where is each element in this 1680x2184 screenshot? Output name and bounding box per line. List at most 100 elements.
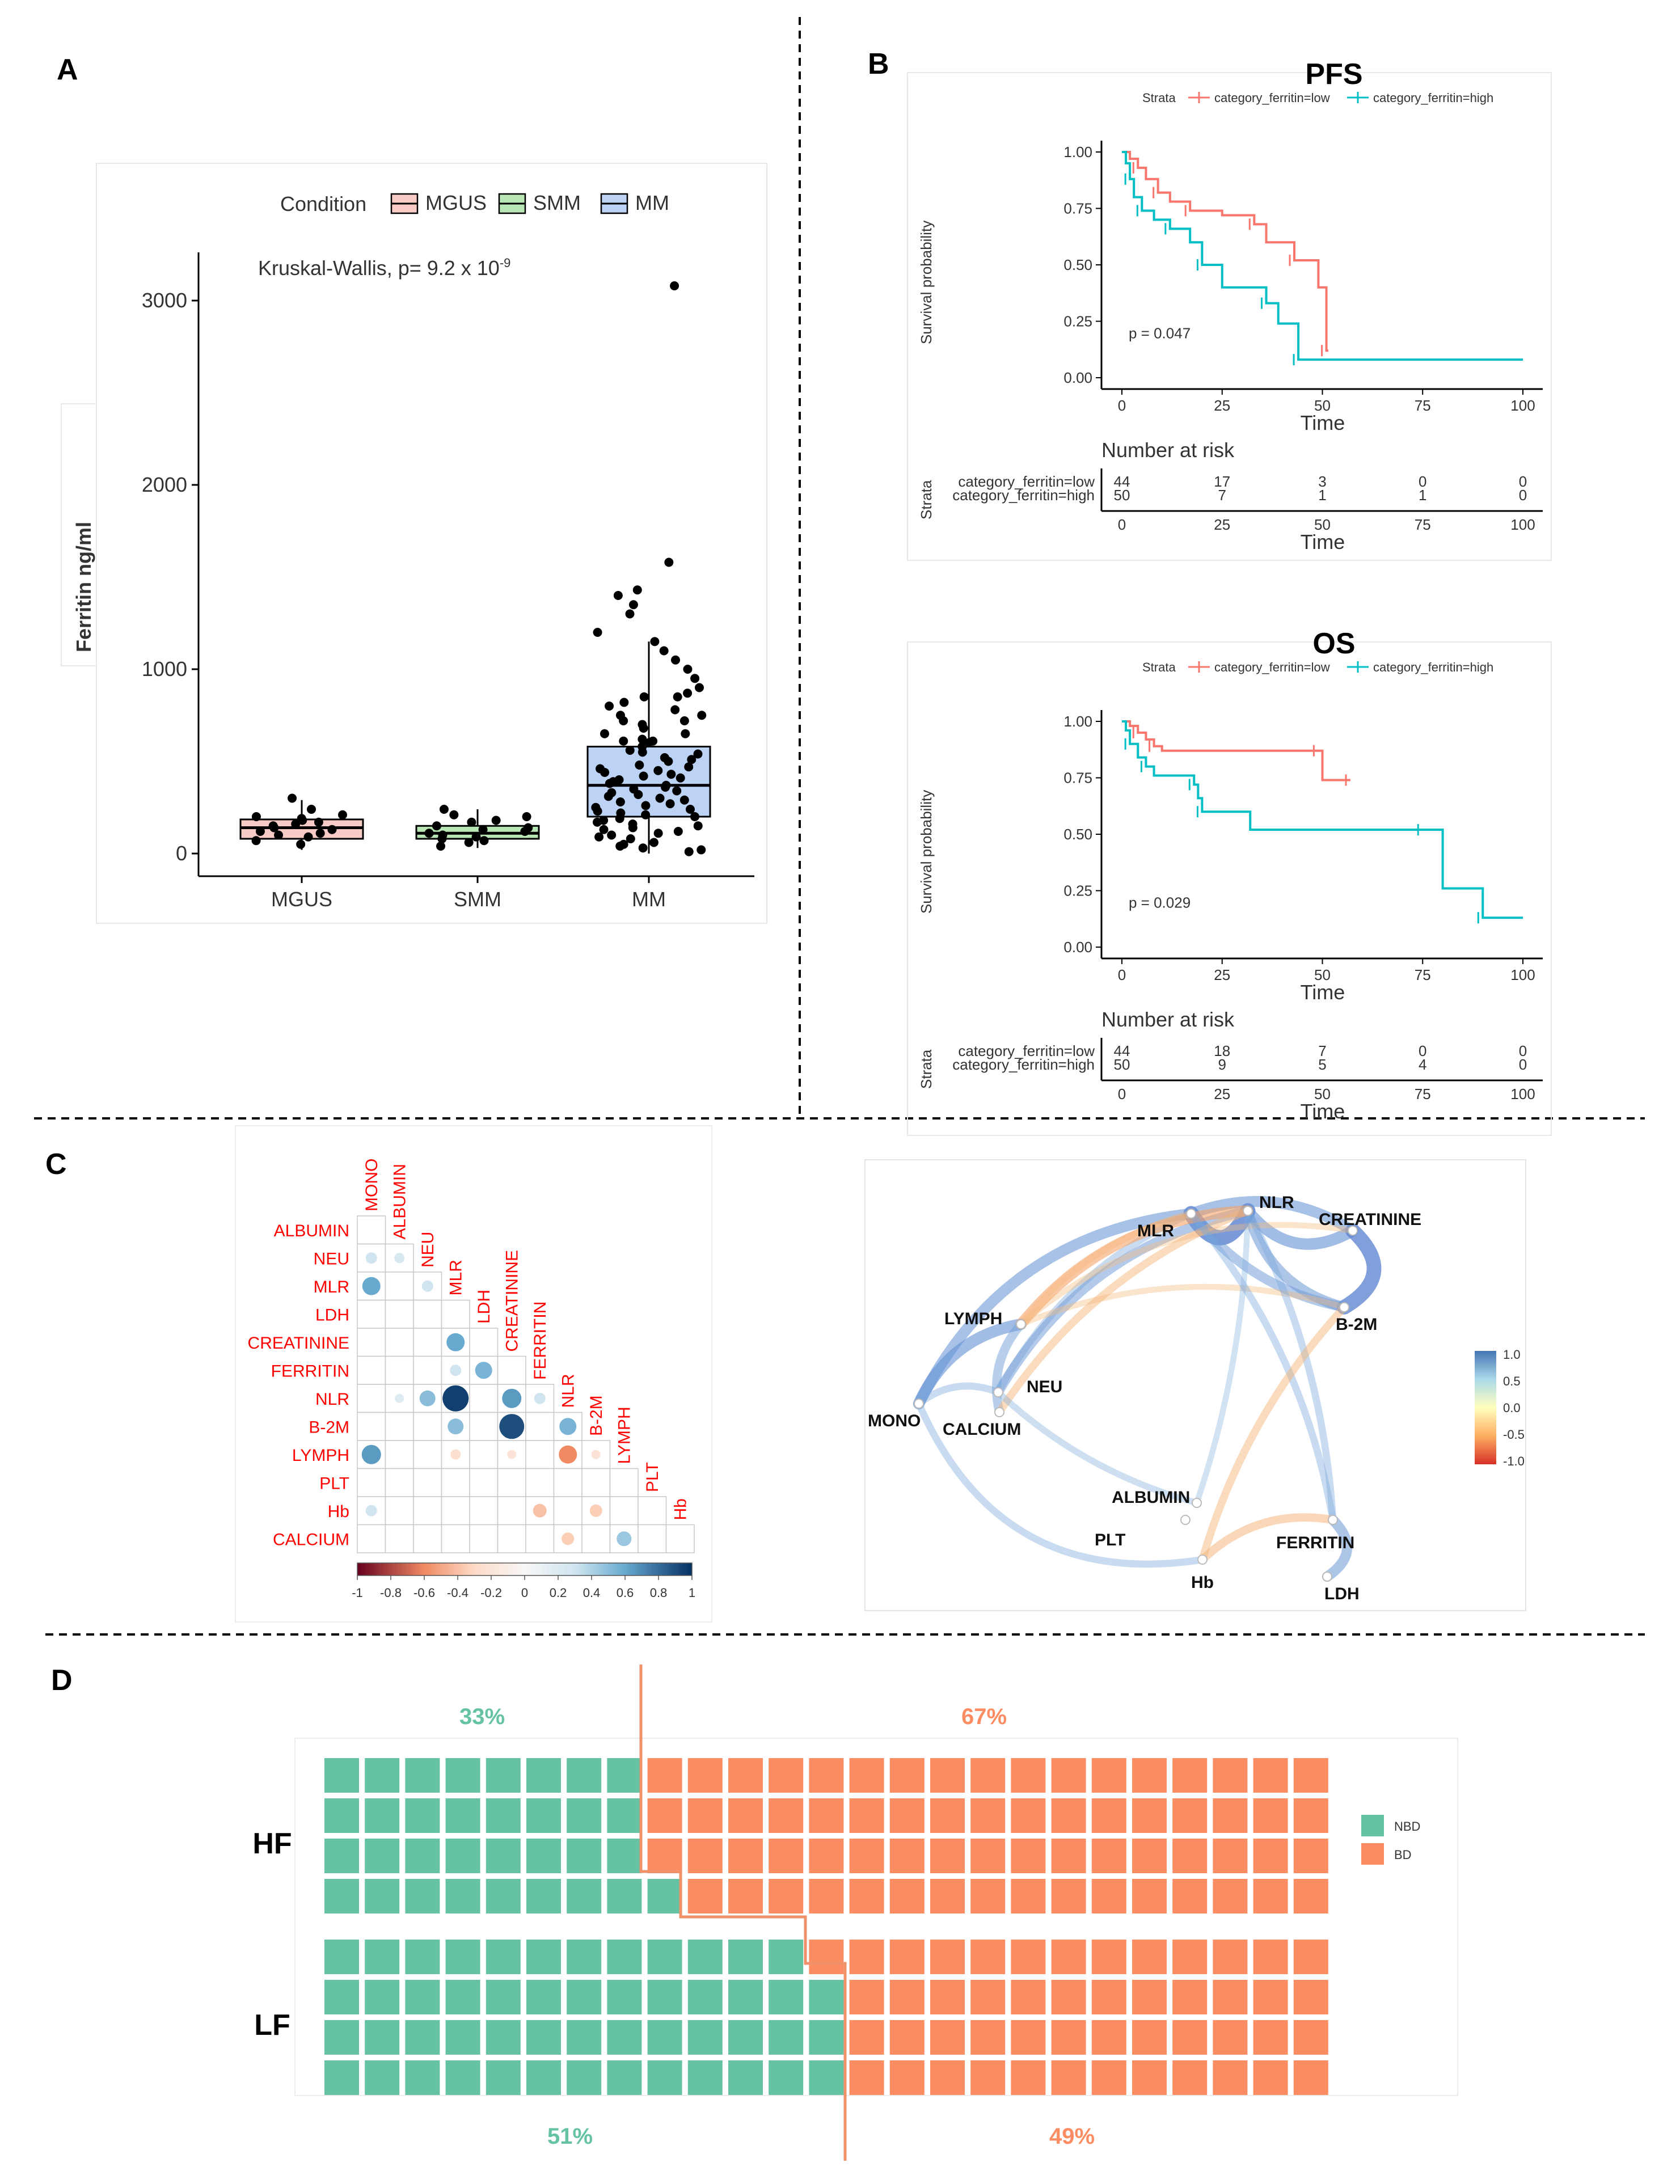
data-point	[672, 786, 682, 796]
km-legend-label: category_ferritin=high	[1373, 91, 1493, 105]
data-point	[306, 805, 316, 814]
risk-table-x-label: Time	[1301, 1100, 1345, 1123]
waffle-cell-nbd	[526, 1879, 561, 1913]
data-point	[607, 788, 617, 797]
data-point	[522, 812, 531, 821]
heatmap-cell	[357, 1384, 386, 1413]
data-point	[596, 764, 605, 774]
km-curve	[1122, 151, 1523, 361]
waffle-cell-nbd	[445, 1758, 480, 1793]
km-y-tick-label: 0.50	[1063, 256, 1092, 273]
colorbar-tick-label: -1	[352, 1586, 363, 1600]
legend-label: SMM	[533, 191, 581, 214]
data-point	[327, 825, 337, 834]
network-node	[1016, 1319, 1026, 1329]
waffle-cell-bd	[769, 1798, 804, 1833]
risk-value: 9	[1218, 1056, 1226, 1073]
waffle-cell-bd	[930, 2060, 965, 2095]
waffle-cell-nbd	[647, 1940, 682, 1974]
waffle-cell-bd	[1051, 1980, 1086, 2014]
heatmap-cell	[609, 1468, 639, 1497]
waffle-cell-bd	[1293, 2060, 1328, 2095]
data-point	[679, 795, 689, 805]
heatmap-col-label: PLT	[643, 1462, 662, 1492]
waffle-cell-nbd	[365, 2060, 400, 2095]
x-tick-label-smm: SMM	[454, 888, 501, 911]
risk-value: 7	[1218, 487, 1226, 504]
waffle-cell-bd	[1091, 2020, 1126, 2055]
legend-item-mgus: MGUS	[390, 191, 487, 214]
correlation-dot	[362, 1277, 381, 1295]
network-edge	[1187, 1210, 1337, 1524]
heatmap-col-label: LYMPH	[615, 1406, 634, 1464]
waffle-cell-nbd	[324, 1879, 359, 1913]
y-tick-label: 1000	[142, 657, 187, 681]
network-edge	[1244, 1207, 1337, 1524]
heatmap-cell	[609, 1496, 639, 1526]
waffle-cell-bd	[1132, 1798, 1167, 1833]
network-edge	[995, 1207, 1252, 1416]
data-point	[615, 711, 625, 720]
waffle-cell-bd	[930, 1940, 965, 1974]
waffle-cell-bd	[1011, 1798, 1046, 1833]
waffle-cell-nbd	[526, 1980, 561, 2014]
heatmap-cell	[385, 1328, 414, 1357]
data-point	[599, 825, 609, 834]
waffle-cell-bd	[970, 2060, 1006, 2095]
waffle-cell-bd	[647, 1798, 682, 1833]
data-point	[648, 736, 658, 746]
network-node	[1192, 1498, 1202, 1508]
waffle-cell-nbd	[567, 1879, 602, 1913]
risk-x-tick-label: 0	[1118, 1085, 1126, 1102]
waffle-cell-nbd	[809, 1980, 844, 2014]
network-node	[1197, 1554, 1208, 1565]
heatmap-row-label: FERRITIN	[271, 1362, 349, 1380]
data-point	[673, 827, 683, 836]
data-point	[684, 847, 694, 856]
waffle-cell-bd	[769, 1879, 804, 1913]
data-point	[697, 845, 706, 855]
network-node	[994, 1407, 1004, 1417]
km-legend-title: Strata	[1142, 660, 1176, 674]
km-title: PFS	[1305, 58, 1362, 91]
network-edge	[915, 1400, 1206, 1568]
data-point	[628, 600, 638, 610]
km-legend-label: category_ferritin=low	[1214, 660, 1330, 674]
waffle-cell-bd	[1051, 2060, 1086, 2095]
heatmap-cell	[413, 1524, 442, 1553]
data-point	[693, 821, 703, 831]
heatmap-cell	[553, 1496, 582, 1526]
data-point	[639, 771, 648, 781]
waffle-cell-bd	[1293, 1758, 1328, 1793]
heatmap-col-label: Hb	[671, 1498, 690, 1520]
heatmap-col-label: MONO	[362, 1159, 381, 1211]
waffle-cell-bd	[1011, 1839, 1046, 1873]
colorbar-tick-label: -0.8	[380, 1586, 402, 1600]
waffle-cell-bd	[1011, 2020, 1046, 2055]
risk-table-title: Number at risk	[1101, 1008, 1235, 1031]
data-point	[315, 829, 325, 838]
waffle-cell-nbd	[567, 1940, 602, 1974]
correlation-dot	[559, 1418, 577, 1435]
y-tick-label: 0	[176, 842, 187, 865]
risk-value: 5	[1318, 1056, 1326, 1073]
waffle-cell-bd	[1293, 1839, 1328, 1873]
waffle-cell-nbd	[607, 1758, 642, 1793]
waffle-cell-bd	[889, 1758, 925, 1793]
waffle-cell-bd	[1213, 1758, 1248, 1793]
heatmap-cell	[469, 1524, 499, 1553]
correlation-dot	[365, 1505, 377, 1516]
waffle-cell-bd	[1011, 2060, 1046, 2095]
risk-x-tick-label: 75	[1415, 1085, 1431, 1102]
y-axis-label: Ferritin ng/ml	[72, 522, 95, 652]
heatmap-cell	[441, 1524, 470, 1553]
network-node	[1339, 1302, 1349, 1312]
waffle-cell-nbd	[405, 1980, 440, 2014]
network-node-label: NLR	[1259, 1193, 1294, 1212]
risk-x-tick-label: 100	[1510, 516, 1535, 533]
waffle-cell-bd	[1051, 1839, 1086, 1873]
waffle-cell-bd	[1253, 1980, 1288, 2014]
data-point	[685, 805, 695, 814]
waffle-cell-nbd	[486, 1980, 521, 2014]
